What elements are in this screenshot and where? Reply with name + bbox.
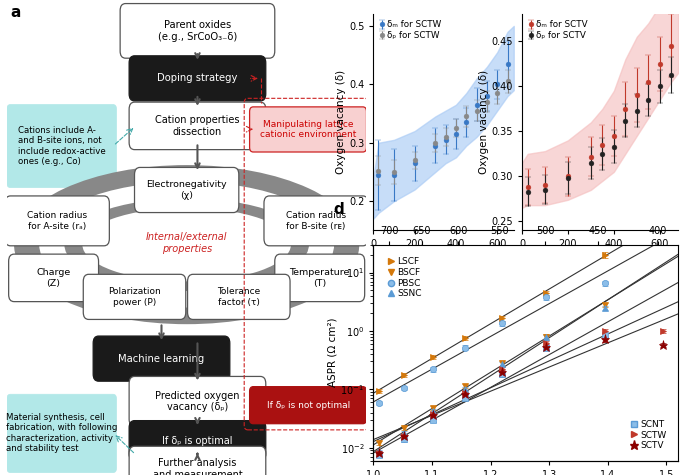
FancyBboxPatch shape bbox=[7, 104, 116, 188]
Text: Doping strategy: Doping strategy bbox=[158, 73, 238, 84]
X-axis label: Temperature (°C): Temperature (°C) bbox=[555, 252, 645, 262]
Text: c: c bbox=[488, 0, 497, 3]
FancyBboxPatch shape bbox=[5, 196, 110, 246]
FancyBboxPatch shape bbox=[120, 4, 275, 58]
FancyBboxPatch shape bbox=[249, 387, 366, 424]
Ellipse shape bbox=[39, 182, 334, 308]
FancyBboxPatch shape bbox=[249, 107, 366, 152]
Text: Cations include A-
and B-site ions, not
include redox-active
ones (e.g., Co): Cations include A- and B-site ions, not … bbox=[18, 126, 105, 166]
FancyBboxPatch shape bbox=[188, 275, 290, 319]
Text: Material synthesis, cell
fabrication, with following
characterization, activity
: Material synthesis, cell fabrication, wi… bbox=[6, 413, 118, 453]
Text: Manipulating lattice
cationic environment: Manipulating lattice cationic environmen… bbox=[260, 120, 356, 139]
FancyBboxPatch shape bbox=[264, 196, 369, 246]
Text: Charge
(Z): Charge (Z) bbox=[36, 268, 71, 287]
Text: Cation radius
for A-site (rₐ): Cation radius for A-site (rₐ) bbox=[27, 211, 87, 230]
FancyBboxPatch shape bbox=[129, 421, 266, 461]
Y-axis label: Oxygen vacancy (δ): Oxygen vacancy (δ) bbox=[479, 70, 488, 174]
FancyBboxPatch shape bbox=[129, 102, 266, 150]
FancyBboxPatch shape bbox=[7, 394, 116, 473]
Y-axis label: ASPR (Ω cm²): ASPR (Ω cm²) bbox=[327, 318, 338, 388]
Text: If δₚ is not optimal: If δₚ is not optimal bbox=[266, 401, 350, 409]
Legend: δₘ for SCTV, δₚ for SCTV: δₘ for SCTV, δₚ for SCTV bbox=[526, 19, 589, 42]
FancyBboxPatch shape bbox=[134, 168, 239, 213]
Ellipse shape bbox=[64, 199, 309, 291]
FancyBboxPatch shape bbox=[129, 446, 266, 475]
Text: b: b bbox=[342, 0, 353, 3]
Ellipse shape bbox=[82, 208, 291, 281]
Legend: SCNT, SCTW, SCTV: SCNT, SCTW, SCTV bbox=[627, 416, 671, 454]
Text: d: d bbox=[334, 201, 345, 217]
Text: Further analysis
and measurement: Further analysis and measurement bbox=[153, 458, 242, 475]
Text: Cation properties
dissection: Cation properties dissection bbox=[155, 115, 240, 137]
FancyBboxPatch shape bbox=[93, 336, 229, 381]
FancyBboxPatch shape bbox=[129, 376, 266, 427]
Text: Machine learning: Machine learning bbox=[119, 353, 205, 364]
Text: Parent oxides
(e.g., SrCoO₃₋δ): Parent oxides (e.g., SrCoO₃₋δ) bbox=[158, 20, 237, 42]
Text: Predicted oxygen
vacancy (δₚ): Predicted oxygen vacancy (δₚ) bbox=[155, 390, 240, 412]
FancyBboxPatch shape bbox=[275, 254, 364, 302]
FancyBboxPatch shape bbox=[129, 56, 266, 101]
Text: Temperature
(T): Temperature (T) bbox=[290, 268, 350, 287]
Ellipse shape bbox=[14, 165, 359, 324]
Text: Cation radius
for B-site (rᴇ): Cation radius for B-site (rᴇ) bbox=[286, 211, 346, 230]
Text: Tolerance
factor (τ): Tolerance factor (τ) bbox=[217, 287, 260, 306]
Legend: δₘ for SCTW, δₚ for SCTW: δₘ for SCTW, δₚ for SCTW bbox=[377, 19, 443, 42]
Y-axis label: Oxygen vacancy (δ): Oxygen vacancy (δ) bbox=[336, 70, 346, 174]
FancyBboxPatch shape bbox=[9, 254, 99, 302]
Text: Internal/external
properties: Internal/external properties bbox=[146, 232, 227, 254]
Text: Electronegativity
(χ): Electronegativity (χ) bbox=[147, 180, 227, 200]
Text: If δₚ is optimal: If δₚ is optimal bbox=[162, 436, 233, 446]
Text: a: a bbox=[10, 5, 21, 20]
X-axis label: Temperature (°C): Temperature (°C) bbox=[399, 252, 488, 262]
FancyBboxPatch shape bbox=[84, 275, 186, 319]
Text: Polarization
power (P): Polarization power (P) bbox=[108, 287, 161, 306]
